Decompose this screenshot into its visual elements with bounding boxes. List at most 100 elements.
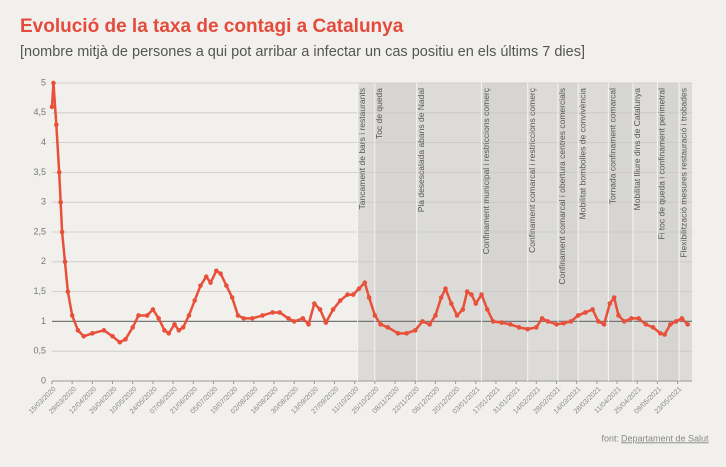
data-point — [356, 286, 362, 291]
data-point — [650, 325, 656, 330]
data-point — [345, 292, 350, 297]
annotation-label: Confinament municipal i restriccions com… — [481, 87, 491, 254]
data-point — [330, 307, 336, 312]
data-point — [590, 307, 595, 312]
data-point — [636, 316, 641, 321]
data-point — [601, 322, 607, 327]
data-point — [54, 122, 59, 128]
data-point — [395, 331, 401, 336]
data-point — [186, 313, 192, 318]
data-point — [81, 334, 87, 339]
data-point — [385, 325, 391, 330]
data-point — [49, 104, 55, 110]
source-prefix: font: — [601, 433, 619, 443]
data-point — [317, 307, 323, 312]
y-tick-label: 5 — [41, 77, 46, 87]
data-point — [460, 307, 466, 312]
data-point — [291, 319, 297, 324]
annotation-label: Mobilitat bombolles de convivència — [577, 88, 587, 220]
data-point — [575, 313, 581, 318]
data-point — [180, 325, 186, 330]
data-point — [420, 319, 425, 324]
data-point — [454, 313, 460, 318]
chart-subtitle: [nombre mitjà de persones a qui pot arri… — [20, 44, 585, 60]
annotation-label: Fi toc de queda i confinament perimetral — [657, 88, 667, 240]
data-point — [350, 292, 356, 297]
data-point — [65, 289, 71, 294]
data-point — [490, 319, 496, 324]
data-point — [300, 316, 306, 321]
data-point — [224, 283, 229, 288]
data-point — [433, 313, 438, 318]
data-point — [427, 322, 432, 327]
data-point — [156, 316, 161, 321]
data-point — [192, 298, 198, 303]
data-point — [56, 170, 62, 175]
data-point — [372, 313, 378, 318]
data-point — [616, 313, 621, 318]
data-point — [443, 286, 448, 291]
data-point — [545, 319, 551, 324]
data-point — [208, 280, 213, 285]
data-point — [229, 295, 235, 300]
data-point — [176, 328, 182, 333]
data-point — [404, 331, 409, 336]
data-point — [203, 274, 209, 280]
data-point — [479, 292, 484, 297]
source-link[interactable]: Departament de Salut — [621, 433, 709, 443]
data-point — [150, 307, 156, 312]
y-tick-label: 0,5 — [33, 346, 46, 356]
annotation-label: Toc de queda — [374, 88, 384, 139]
data-point — [643, 322, 649, 327]
data-point — [685, 322, 690, 327]
data-point — [568, 319, 574, 324]
data-point — [464, 289, 470, 294]
annotation-label: Flexibilització mesures restauració i tr… — [678, 88, 688, 258]
data-point — [214, 268, 219, 274]
data-point — [499, 320, 505, 325]
data-point — [412, 328, 418, 333]
y-tick-label: 1,5 — [33, 286, 46, 296]
data-point — [583, 310, 588, 315]
data-point — [241, 316, 247, 321]
data-point — [516, 325, 522, 330]
data-point — [337, 298, 343, 303]
data-point — [286, 316, 291, 321]
data-point — [69, 313, 75, 318]
data-point — [554, 322, 559, 327]
data-point — [673, 319, 679, 324]
y-tick-label: 2 — [41, 256, 46, 266]
data-point — [534, 325, 539, 330]
data-point — [679, 316, 685, 321]
data-point — [473, 301, 479, 306]
y-tick-label: 3,5 — [33, 167, 46, 177]
data-point — [611, 295, 617, 300]
data-point — [172, 322, 177, 327]
annotation-label: Tancament de bars i restaurants — [357, 88, 367, 209]
chart-title: Evolució de la taxa de contagi a Catalun… — [20, 16, 404, 37]
data-point — [117, 339, 123, 345]
data-point — [621, 319, 627, 324]
data-point — [51, 80, 56, 86]
data-point — [306, 322, 311, 327]
data-point — [539, 316, 545, 321]
data-point — [198, 283, 203, 288]
data-point — [59, 229, 65, 235]
data-point — [668, 322, 673, 327]
data-point — [657, 331, 663, 336]
data-point — [58, 199, 63, 205]
data-point — [166, 331, 172, 336]
y-tick-label: 2,5 — [33, 226, 46, 236]
data-point — [525, 326, 530, 332]
data-point — [75, 328, 81, 333]
data-point — [362, 280, 368, 285]
data-point — [277, 310, 283, 315]
data-point — [218, 271, 223, 277]
annotation-label: Pla desescalada abans de Nadal — [416, 88, 426, 212]
data-point — [144, 313, 150, 318]
data-point — [62, 259, 68, 265]
data-point — [101, 328, 107, 333]
data-point — [629, 316, 634, 321]
data-point — [123, 336, 128, 342]
